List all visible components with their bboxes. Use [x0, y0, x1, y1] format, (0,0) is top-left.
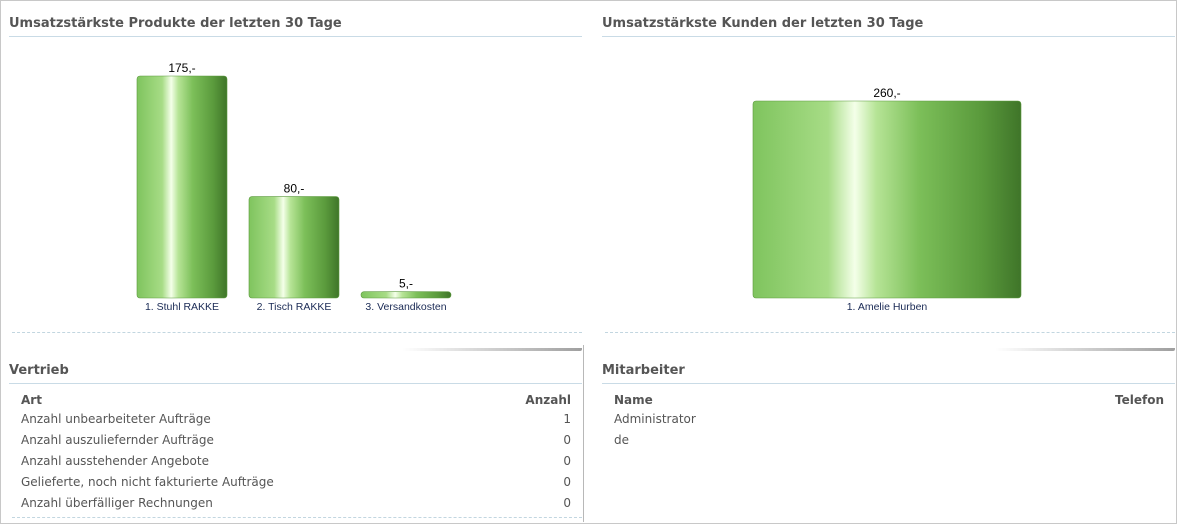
sales-row-value: 0	[563, 433, 571, 447]
customers-panel: Umsatzstärkste Kunden der letzten 30 Tag…	[599, 14, 1175, 351]
staff-panel: Mitarbeiter Name Telefon Administrator d…	[599, 361, 1175, 523]
panel-separator	[583, 345, 584, 522]
category-label: 1. Stuhl RAKKE	[145, 301, 219, 313]
customers-chart: 260,- 1. Amelie Hurben	[752, 86, 1022, 313]
products-panel: Umsatzstärkste Produkte der letzten 30 T…	[6, 14, 582, 351]
sales-table: Art Anzahl Anzahl unbearbeiteter Aufträg…	[6, 361, 582, 521]
bar-value-label: 80,-	[284, 182, 305, 196]
staff-col-name: Name	[614, 393, 653, 407]
sales-row-value: 1	[563, 412, 571, 426]
bar-group: 175,- 1. Stuhl RAKKE	[136, 61, 228, 313]
sales-row-value: 0	[563, 475, 571, 489]
bar[interactable]	[248, 196, 340, 299]
staff-col-phone: Telefon	[1115, 393, 1164, 407]
bar-value-label: 260,-	[873, 86, 900, 100]
sales-row-value: 0	[563, 496, 571, 510]
bar-group: 5,- 3. Versandkosten	[360, 277, 452, 313]
sales-panel: Vertrieb Art Anzahl Anzahl unbearbeitete…	[6, 361, 582, 523]
products-panel-shadow	[402, 348, 582, 351]
bar[interactable]	[136, 75, 228, 299]
sales-col-anzahl: Anzahl	[525, 393, 571, 407]
customers-panel-title: Umsatzstärkste Kunden der letzten 30 Tag…	[602, 14, 1175, 37]
bar-group: 80,- 2. Tisch RAKKE	[248, 182, 340, 313]
sales-row-label: Anzahl ausstehender Angebote	[21, 454, 209, 468]
bar-value-label: 5,-	[399, 277, 413, 291]
sales-col-art: Art	[21, 393, 42, 407]
staff-row-name: de	[614, 433, 629, 447]
customers-panel-divider	[605, 332, 1175, 333]
sales-row-label: Anzahl unbearbeiteter Aufträge	[21, 412, 211, 426]
products-panel-divider	[12, 332, 582, 333]
sales-row-label: Anzahl auszuliefernder Aufträge	[21, 433, 214, 447]
staff-panel-title: Mitarbeiter	[602, 361, 1175, 384]
bar-group: 260,- 1. Amelie Hurben	[752, 86, 1022, 313]
bar-value-label: 175,-	[168, 61, 195, 75]
staff-row-name: Administrator	[614, 412, 696, 426]
sales-row-value: 0	[563, 454, 571, 468]
sales-panel-title: Vertrieb	[9, 361, 582, 384]
category-label: 1. Amelie Hurben	[847, 301, 928, 313]
category-label: 2. Tisch RAKKE	[257, 301, 332, 313]
staff-table: Name Telefon Administrator de	[599, 361, 1175, 521]
products-chart: 175,- 1. Stuhl RAKKE 80,- 2. Tisch RAKKE 5,-…	[136, 61, 452, 313]
products-panel-title: Umsatzstärkste Produkte der letzten 30 T…	[9, 14, 582, 37]
customers-panel-shadow	[995, 348, 1175, 351]
sales-row-label: Gelieferte, noch nicht fakturierte Auftr…	[21, 475, 274, 489]
bar[interactable]	[752, 100, 1022, 299]
sales-row-label: Anzahl überfälliger Rechnungen	[21, 496, 213, 510]
sales-panel-divider	[12, 517, 582, 518]
category-label: 3. Versandkosten	[365, 301, 446, 313]
bar[interactable]	[360, 291, 452, 299]
